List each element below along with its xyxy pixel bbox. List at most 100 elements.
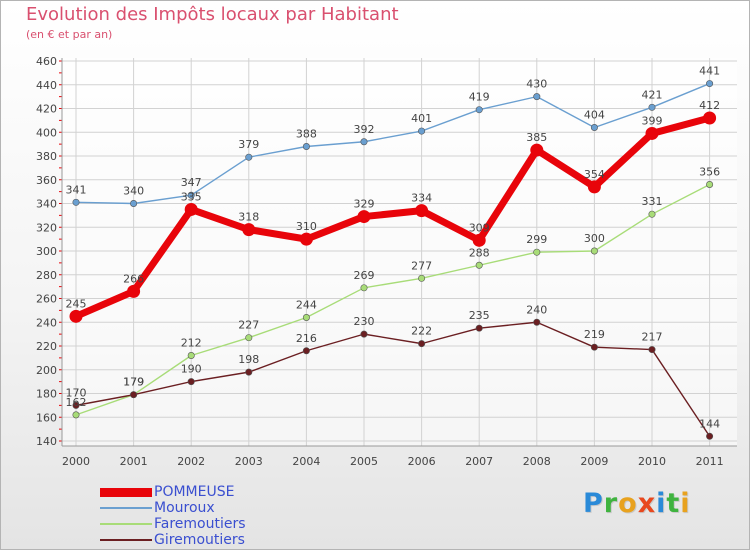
data-point <box>590 124 598 132</box>
y-tick-label: 340 <box>36 198 57 211</box>
legend-label: Faremoutiers <box>154 516 246 532</box>
series-line-giremoutiers <box>75 321 711 437</box>
y-tick-label: 160 <box>36 411 57 424</box>
data-label: 430 <box>526 78 547 91</box>
x-tick-label: 2004 <box>292 455 320 468</box>
data-point <box>706 432 714 440</box>
data-point <box>418 274 426 282</box>
data-point <box>184 202 198 216</box>
logo-letter: i <box>656 488 667 519</box>
data-point <box>302 347 310 355</box>
series-line-faremoutiers <box>75 183 710 416</box>
x-tick-label: 2000 <box>62 455 90 468</box>
data-label: 340 <box>123 185 144 198</box>
data-point <box>590 247 598 255</box>
data-label: 379 <box>238 138 259 151</box>
data-label: 388 <box>296 128 317 141</box>
data-point <box>72 198 80 206</box>
logo-letter: t <box>666 488 681 519</box>
data-point <box>245 368 253 376</box>
data-label: 230 <box>354 315 375 328</box>
data-point <box>587 180 601 194</box>
data-label: 401 <box>411 112 432 125</box>
y-tick-label: 280 <box>36 269 57 282</box>
data-point <box>242 223 256 237</box>
data-label: 299 <box>526 233 547 246</box>
data-point <box>648 346 656 354</box>
data-point <box>648 210 656 218</box>
data-label: 331 <box>642 195 663 208</box>
y-tick-label: 380 <box>36 150 57 163</box>
x-tick-label: 2002 <box>177 455 205 468</box>
logo-letter: P <box>583 488 604 519</box>
data-label: 216 <box>296 332 317 345</box>
data-point <box>130 200 138 208</box>
data-label: 212 <box>181 337 202 350</box>
y-tick-label: 440 <box>36 79 57 92</box>
data-label: 441 <box>699 65 720 78</box>
data-point <box>360 284 368 292</box>
y-tick-label: 180 <box>36 388 57 401</box>
logo-letter: o <box>618 488 638 519</box>
data-label: 162 <box>66 396 87 409</box>
data-label: 235 <box>469 309 490 322</box>
data-label: 179 <box>123 376 144 389</box>
y-tick-label: 420 <box>36 103 57 116</box>
data-point <box>590 343 598 351</box>
data-label: 300 <box>584 232 605 245</box>
y-tick-label: 460 <box>36 55 57 68</box>
legend-label: Mouroux <box>154 500 215 516</box>
x-tick-label: 2009 <box>580 455 608 468</box>
data-point <box>530 143 544 157</box>
plot-area <box>62 58 737 446</box>
data-label: 392 <box>354 123 375 136</box>
data-point <box>360 330 368 338</box>
data-label: 310 <box>296 220 317 233</box>
data-label: 412 <box>699 99 720 112</box>
data-point <box>533 93 541 101</box>
data-label: 335 <box>181 190 202 203</box>
data-point <box>127 284 141 298</box>
y-tick-label: 140 <box>36 435 57 448</box>
data-point <box>187 351 195 359</box>
chart-title: Evolution des Impôts locaux par Habitant <box>26 4 399 25</box>
data-label: 404 <box>584 109 605 122</box>
data-label: 288 <box>469 246 490 259</box>
data-point <box>475 261 483 269</box>
x-tick-label: 2010 <box>638 455 666 468</box>
data-point <box>648 103 656 111</box>
data-label: 347 <box>181 176 202 189</box>
data-label: 222 <box>411 325 432 338</box>
data-label: 354 <box>584 168 605 181</box>
data-point <box>418 127 426 135</box>
data-label: 385 <box>526 131 547 144</box>
legend-label: POMMEUSE <box>154 484 235 500</box>
data-point <box>302 143 310 151</box>
data-point <box>533 248 541 256</box>
data-point <box>130 391 138 399</box>
data-label: 240 <box>526 303 547 316</box>
data-label: 356 <box>699 166 720 179</box>
series-line-mouroux <box>75 82 710 205</box>
data-point <box>706 181 714 189</box>
y-tick-label: 400 <box>36 126 57 139</box>
data-label: 244 <box>296 299 317 312</box>
legend-swatch <box>100 488 152 497</box>
data-point <box>418 340 426 348</box>
data-point <box>472 233 486 247</box>
data-point <box>360 138 368 146</box>
data-label: 245 <box>66 297 87 310</box>
logo-letter: r <box>603 488 619 519</box>
y-tick-label: 360 <box>36 174 57 187</box>
logo-letter: x <box>637 488 657 519</box>
data-label: 198 <box>238 353 259 366</box>
data-point <box>187 378 195 386</box>
y-tick-label: 260 <box>36 293 57 306</box>
data-point <box>415 204 429 218</box>
x-tick-label: 2003 <box>235 455 263 468</box>
data-label: 419 <box>469 91 490 104</box>
legend-swatch <box>100 523 152 525</box>
data-label: 318 <box>238 211 259 224</box>
y-tick-label: 300 <box>36 245 57 258</box>
